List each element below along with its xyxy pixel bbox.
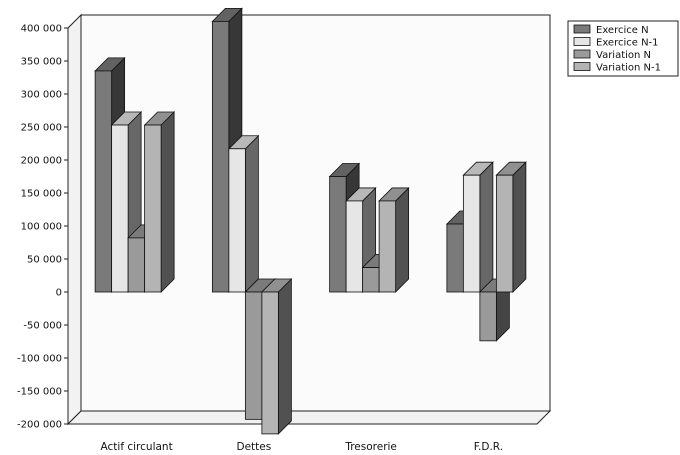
legend-label: Exercice N-1 — [596, 38, 659, 49]
bar-front — [378, 200, 397, 293]
bar-front — [244, 291, 263, 420]
y-tick-label: 200 000 — [21, 156, 62, 167]
y-axis: 400 000 350 000 300 000 250 000 200 000 150 0… — [17, 24, 68, 431]
bar-side — [277, 278, 292, 435]
bar-front — [228, 148, 246, 293]
x-axis: Actif circulant Dettes Tresorerie F.D.R. — [101, 441, 504, 453]
x-tick-label: F.D.R. — [474, 441, 503, 453]
x-tick-label: Actif circulant — [101, 441, 173, 453]
bar — [378, 186, 410, 293]
legend-swatch — [573, 62, 591, 71]
y-tick-label: -150 000 — [17, 387, 62, 398]
bar-front — [211, 20, 230, 293]
bar-front — [462, 174, 481, 293]
y-tick-label: 250 000 — [21, 123, 62, 134]
y-tick-label: 350 000 — [21, 57, 62, 68]
bar-front — [94, 70, 113, 293]
bar-front — [479, 291, 497, 342]
y-tick-label: -100 000 — [17, 354, 62, 365]
legend-swatch — [573, 37, 591, 46]
bar-front — [144, 124, 162, 293]
bar-front — [127, 237, 146, 293]
y-tick-label: -50 000 — [23, 321, 62, 332]
y-tick-label: 150 000 — [21, 189, 62, 200]
legend-label: Variation N-1 — [596, 63, 661, 74]
bar-front — [495, 174, 514, 293]
y-tick-label: 300 000 — [21, 90, 62, 101]
bar — [143, 111, 176, 293]
bar — [495, 161, 527, 293]
bar-side — [512, 161, 527, 293]
y-tick-label: 0 — [56, 288, 62, 299]
x-tick-label: Dettes — [237, 441, 272, 453]
legend-label: Variation N — [596, 50, 651, 61]
bar-side — [395, 186, 410, 293]
floor — [66, 410, 552, 425]
y-tick-label: 400 000 — [21, 24, 62, 35]
bar-front — [345, 200, 364, 293]
x-tick-label: Tresorerie — [344, 441, 397, 453]
bar — [227, 134, 260, 293]
legend-swatch — [573, 24, 591, 34]
bar-side — [479, 161, 494, 293]
y-tick-label: 100 000 — [21, 222, 62, 233]
bar — [260, 278, 293, 435]
bar-front — [329, 176, 347, 293]
bar-front — [446, 223, 464, 293]
bar-front — [111, 124, 129, 293]
bar-side — [160, 111, 175, 293]
y-tick-label: 50 000 — [27, 255, 62, 266]
bar — [462, 161, 494, 293]
bar-front — [261, 291, 279, 435]
y-tick-label: -200 000 — [17, 420, 62, 431]
bars — [94, 7, 527, 435]
legend-swatch — [573, 49, 591, 59]
left-wall — [67, 13, 82, 426]
legend-label: Exercice N — [596, 25, 649, 36]
bar-front — [362, 267, 380, 293]
bar-side — [244, 134, 259, 293]
